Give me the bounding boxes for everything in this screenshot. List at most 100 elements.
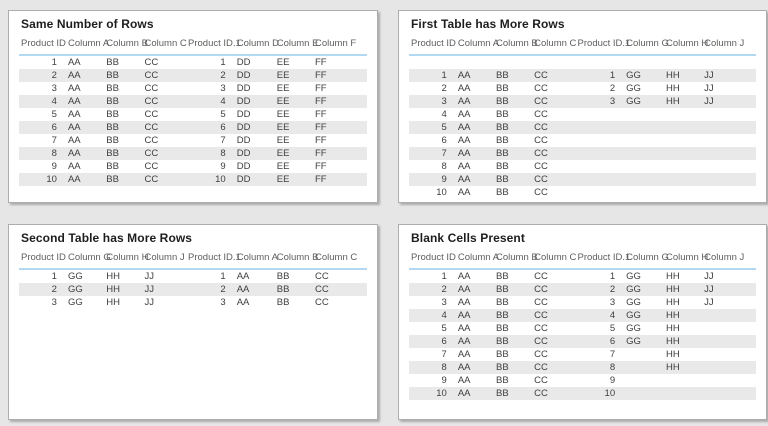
- table-row[interactable]: 8 AA BB CC: [409, 160, 756, 173]
- table-row[interactable]: 9 AA BB CC 9: [409, 374, 756, 387]
- table-cell: EE: [276, 161, 290, 172]
- table-cell: CC: [534, 83, 548, 94]
- table-cell: 2: [441, 83, 447, 94]
- table-cell: AA: [457, 388, 471, 399]
- column-header: Column G: [65, 250, 111, 270]
- table-cell: 8: [51, 148, 57, 159]
- table-row[interactable]: 10 AA BB CC: [409, 186, 756, 199]
- table-cell: EE: [276, 109, 290, 120]
- table-cell: GG: [67, 271, 83, 282]
- table-cell: [702, 160, 756, 173]
- table-row[interactable]: 1 AA BB CC 1 GG HH JJ: [409, 269, 756, 283]
- table-cell: BB: [106, 135, 119, 146]
- table-row[interactable]: 9 AA BB CC: [409, 173, 756, 186]
- table-row[interactable]: 3 AA BB CC 3 GG HH JJ: [409, 95, 756, 108]
- table-cell: [532, 55, 575, 69]
- table-cell: JJ: [144, 271, 155, 282]
- table-row[interactable]: 4 AA BB CC: [409, 108, 756, 121]
- table-cell: 7: [441, 148, 447, 159]
- table-row[interactable]: 10 AA BB CC 10: [409, 387, 756, 400]
- column-header: Column C: [142, 36, 187, 56]
- table-row[interactable]: 2 GG HH JJ 2 AA BB CC: [19, 283, 367, 296]
- table-cell: 10: [604, 388, 616, 399]
- column-header: Column F: [313, 36, 367, 56]
- table-cell: 4: [609, 310, 616, 321]
- table-cell: [409, 55, 456, 69]
- table-row[interactable]: 2 AA BB CC 2 DD EE FF: [19, 69, 367, 82]
- table-cell: GG: [626, 83, 641, 94]
- table-cell: 8: [609, 362, 616, 373]
- table-cell: [702, 108, 756, 121]
- table-cell: FF: [315, 122, 327, 133]
- visual-first-table-has-more-rows[interactable]: First Table has More Rows Product ID Colu…: [398, 10, 767, 203]
- table-cell: AA: [457, 336, 471, 347]
- table-cell: CC: [534, 336, 548, 347]
- table-cell: AA: [457, 174, 471, 185]
- table-cell: [702, 55, 756, 69]
- table-cell: JJ: [144, 297, 155, 308]
- table-row[interactable]: 2 AA BB CC 2 GG HH JJ: [409, 82, 756, 95]
- table-cell: [664, 108, 702, 121]
- table-row[interactable]: 7 AA BB CC 7 HH: [409, 348, 756, 361]
- table-row[interactable]: 5 AA BB CC 5 DD EE FF: [19, 108, 367, 121]
- column-header: Column G: [624, 36, 669, 56]
- column-header: Column J: [702, 36, 756, 56]
- table-row[interactable]: 8 AA BB CC 8 DD EE FF: [19, 147, 367, 160]
- table-row[interactable]: 1 GG HH JJ 1 AA BB CC: [19, 269, 367, 283]
- table-cell: 6: [441, 135, 447, 146]
- column-header: Column D: [234, 36, 279, 56]
- table-cell: DD: [236, 70, 251, 81]
- table-cell: HH: [666, 362, 680, 373]
- table-cell: 8: [441, 161, 447, 172]
- table-cell: 3: [220, 83, 226, 94]
- table-row[interactable]: 5 AA BB CC 5 GG HH: [409, 322, 756, 335]
- table-cell: AA: [67, 109, 81, 120]
- table-row[interactable]: 3 AA BB CC 3 GG HH JJ: [409, 296, 756, 309]
- table-row[interactable]: 8 AA BB CC 8 HH: [409, 361, 756, 374]
- table-cell: BB: [496, 187, 509, 198]
- table-cell: 1: [609, 271, 616, 282]
- table-cell: 2: [441, 284, 447, 295]
- table-row[interactable]: 1 AA BB CC 1 GG HH JJ: [409, 69, 756, 82]
- table-cell: FF: [315, 135, 327, 146]
- header-row: Product ID Column A Column B Column C Produc…: [409, 36, 756, 56]
- table-cell: CC: [534, 187, 548, 198]
- table-cell: AA: [236, 271, 250, 282]
- table-cell: BB: [496, 284, 509, 295]
- table-cell: AA: [457, 310, 471, 321]
- table-row[interactable]: 3 GG HH JJ 3 AA BB CC: [19, 296, 367, 309]
- visual-same-number-of-rows[interactable]: Same Number of Rows Product ID Column A Co…: [8, 10, 378, 203]
- table-row[interactable]: 5 AA BB CC: [409, 121, 756, 134]
- table-cell: 3: [609, 96, 616, 107]
- table-row[interactable]: [409, 55, 756, 69]
- column-header: Product ID: [19, 250, 66, 270]
- table-row[interactable]: 7 AA BB CC: [409, 147, 756, 160]
- table-cell: [576, 173, 625, 186]
- table-row[interactable]: 6 AA BB CC: [409, 134, 756, 147]
- table-cell: [664, 121, 702, 134]
- table-row[interactable]: 9 AA BB CC 9 DD EE FF: [19, 160, 367, 173]
- table-cell: 10: [215, 174, 226, 185]
- table-row[interactable]: 10 AA BB CC 10 DD EE FF: [19, 173, 367, 186]
- table-cell: BB: [496, 271, 509, 282]
- table-cell: [576, 147, 625, 160]
- table-row[interactable]: 1 AA BB CC 1 DD EE FF: [19, 55, 367, 69]
- header-row: Product ID Column A Column B Column C Produc…: [19, 36, 367, 56]
- table-row[interactable]: 4 AA BB CC 4 DD EE FF: [19, 95, 367, 108]
- table-cell: GG: [626, 70, 641, 81]
- table-row[interactable]: 4 AA BB CC 4 GG HH: [409, 309, 756, 322]
- table-cell: 6: [609, 336, 616, 347]
- table-cell: JJ: [144, 284, 155, 295]
- table-cell: BB: [106, 161, 119, 172]
- visual-second-table-has-more-rows[interactable]: Second Table has More Rows Product ID Col…: [8, 224, 378, 420]
- table-cell: [664, 374, 702, 387]
- visual-blank-cells-present[interactable]: Blank Cells Present Product ID Column A Co…: [398, 224, 767, 420]
- table-cell: [702, 387, 756, 400]
- table-row[interactable]: 7 AA BB CC 7 DD EE FF: [19, 134, 367, 147]
- table-row[interactable]: 6 AA BB CC 6 GG HH: [409, 335, 756, 348]
- column-header: Column C: [532, 36, 576, 56]
- table-row[interactable]: 6 AA BB CC 6 DD EE FF: [19, 121, 367, 134]
- table-cell: 7: [609, 349, 616, 360]
- table-row[interactable]: 3 AA BB CC 3 DD EE FF: [19, 82, 367, 95]
- table-row[interactable]: 2 AA BB CC 2 GG HH JJ: [409, 283, 756, 296]
